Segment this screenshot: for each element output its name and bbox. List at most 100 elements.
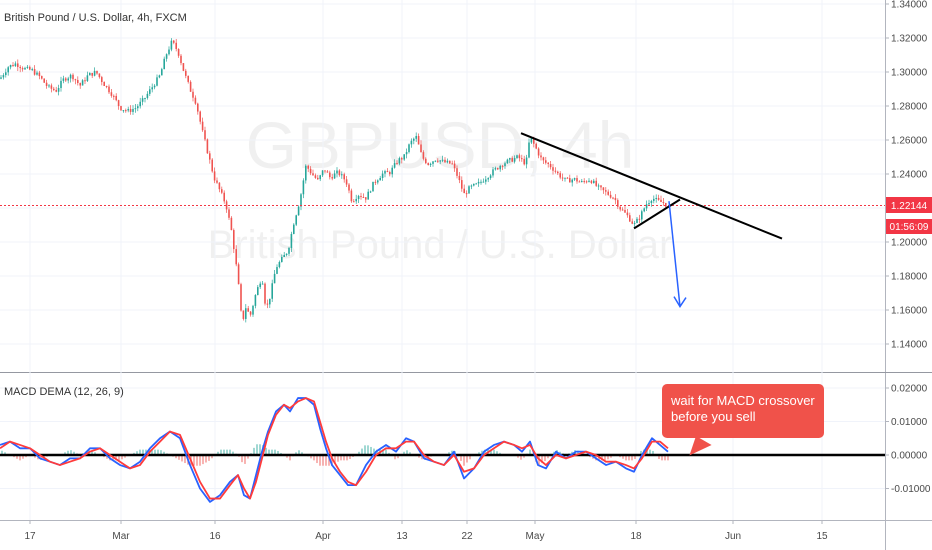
price-tick-label: 1.24000 [891,170,928,181]
macd-histogram-bar [259,444,261,455]
candle-body [62,78,65,81]
candle-body [110,92,113,96]
candle-body [461,180,463,189]
candle-body [31,69,33,71]
candle-body [168,49,170,55]
candle-body [180,55,182,64]
candle-body [396,163,398,165]
candle-body [257,287,259,296]
candle-body [223,192,225,202]
candle-body [120,106,122,111]
macd-histogram-bar [16,455,18,459]
candle-body [29,66,31,70]
candle-body [17,63,19,67]
macd-histogram-bar [646,449,648,455]
macd-histogram-bar [154,449,156,455]
candle-body [269,298,271,305]
candle-body [353,201,355,203]
candle-body [141,98,144,102]
candle-body [468,186,470,194]
macd-histogram-bar [136,451,138,455]
candle-body [103,82,105,87]
candle-body [288,247,290,254]
candle-body [590,180,593,184]
candle-body [12,64,14,67]
candle-body [480,181,482,183]
candle-body [333,173,336,179]
candle-body [134,108,137,110]
candle-body [650,200,653,204]
candle-body [441,159,444,161]
candle-body [554,170,557,172]
macd-histogram-bar [256,444,258,455]
price-tag-value: 1.22144 [891,201,928,212]
macd-histogram-bar [373,448,375,455]
candle-body [657,197,660,200]
candle-body [312,173,314,176]
candle-body [206,139,209,154]
candle-body [108,86,110,93]
candle-body [182,63,185,71]
candle-body [24,67,26,70]
candle-body [607,191,609,195]
price-axis[interactable]: 1.140001.160001.180001.200001.220001.240… [885,0,928,351]
candle-body [295,215,297,225]
candle-body [93,70,96,76]
countdown-tag-box [886,219,932,234]
macd-histogram-bar [604,455,606,461]
chart-title[interactable]: British Pound / U.S. Dollar, 4h, FXCM [4,12,187,24]
candle-body [499,165,501,170]
time-tick-label: 13 [396,531,408,542]
macd-histogram-bar [541,455,543,464]
candle-body [84,80,86,82]
candle-body [665,202,667,207]
candle-body [113,95,115,97]
candle-body [259,283,261,288]
macd-histogram-bar [361,448,363,455]
candle-body [377,180,379,183]
macd-histogram-bar [493,449,495,455]
macd-axis[interactable]: -0.01000 0.00000 0.01000 0.02000 [885,384,931,496]
macd-histogram-bar [298,450,300,455]
candle-body [122,110,125,112]
candle-body [67,78,69,81]
macd-histogram-bar [631,455,633,461]
candle-body [437,160,439,162]
candle-body [158,75,161,78]
candle-body [278,262,281,268]
candle-body [602,187,605,191]
macd-histogram-bar [490,449,492,455]
candle-body [449,160,451,164]
macd-legend[interactable]: MACD DEMA (12, 26, 9) [4,386,124,398]
macd-histogram-bar [163,451,165,455]
macd-histogram-bar [406,450,408,455]
candle-body [79,83,81,86]
time-axis[interactable]: 17 Mar 16 Apr 13 22 May 18 Jun 15 [24,520,828,542]
macd-histogram-bar [226,449,228,455]
candle-body [432,161,434,164]
candle-body [197,103,199,112]
price-tick-label: 1.28000 [891,102,928,113]
macd-histogram-bar [211,455,213,459]
macd-histogram-bar [301,452,303,455]
candle-body [144,98,146,100]
candle-body [41,76,43,79]
candle-body [276,267,278,274]
candle-body [326,171,329,173]
candle-body [53,88,55,91]
macd-histogram-bar [184,455,186,464]
candle-body [321,170,324,176]
macd-tick-label: -0.01000 [891,484,931,495]
macd-histogram-bar [241,455,243,463]
candle-body [362,197,365,199]
candle-body [473,183,475,186]
annotation-callout[interactable]: wait for MACD crossover before you sell [662,384,824,438]
candle-body [273,273,276,284]
candle-body [14,63,17,67]
macd-histogram-bar [529,449,531,455]
candle-body [547,162,549,165]
time-tick-label: Apr [315,531,331,542]
drawings[interactable] [520,132,783,309]
candle-body [506,159,509,164]
